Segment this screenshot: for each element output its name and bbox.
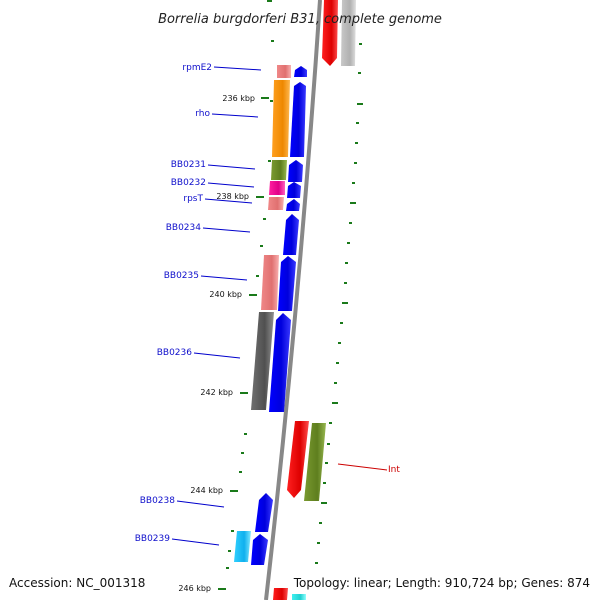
genome-summary-text: Topology: linear; Length: 910,724 bp; Ge… [293, 576, 590, 590]
cds-arrow-rho[interactable] [290, 82, 306, 157]
gene-label-BB0231[interactable]: BB0231 [171, 160, 206, 170]
gene-label-rpsT[interactable]: rpsT [183, 194, 203, 204]
feature-bar-Int[interactable] [304, 423, 326, 501]
feature-bars [234, 0, 356, 600]
feature-bar-rpsT[interactable] [268, 197, 284, 210]
accession-text: Accession: NC_001318 [9, 576, 145, 590]
cds-arrow-BB0232[interactable] [287, 182, 301, 198]
forward-strand-genes [251, 66, 307, 565]
scale-label-246kbp: 246 kbp [178, 584, 211, 593]
cds-arrow-BB0239[interactable] [251, 534, 268, 565]
gene-label-Int[interactable]: Int [388, 465, 400, 475]
gene-label-BB0235[interactable]: BB0235 [164, 271, 199, 281]
scale-label-240kbp: 240 kbp [209, 290, 242, 299]
genome-backbone [264, 0, 322, 600]
cds-arrow-BB0236[interactable] [269, 313, 291, 412]
feature-bar-BB0231[interactable] [271, 160, 287, 180]
feature-bar-rho[interactable] [272, 80, 290, 157]
scale-labels: 236 kbp 238 kbp 240 kbp 242 kbp 244 kbp … [178, 94, 255, 593]
feature-bar-BB0235[interactable] [261, 255, 279, 310]
gene-label-BB0236[interactable]: BB0236 [157, 348, 193, 358]
scale-ticks [218, 97, 269, 590]
feature-bar-BB0236[interactable] [251, 312, 274, 410]
cds-arrow-BB0238[interactable] [255, 493, 273, 532]
cds-arrow-BB0231[interactable] [288, 160, 303, 182]
feature-bar-BB0232[interactable] [269, 181, 285, 195]
gene-label-BB0238[interactable]: BB0238 [140, 496, 176, 506]
gene-label-BB0232[interactable]: BB0232 [171, 178, 206, 188]
gene-label-BB0234[interactable]: BB0234 [166, 223, 202, 233]
cds-arrow-BB0234[interactable] [283, 214, 299, 255]
cds-arrow-rpsT[interactable] [286, 199, 300, 211]
cds-arrow-bottom-red[interactable] [273, 588, 288, 600]
feature-bar-rpmE2[interactable] [277, 65, 291, 78]
cds-arrow-BB0235[interactable] [278, 256, 296, 311]
inner-tick-marks [226, 40, 274, 569]
feature-bar-bottom-cyan[interactable] [292, 594, 306, 600]
map-title: Borrelia burgdorferi B31, complete genom… [158, 12, 442, 27]
label-leader-lines [171, 66, 388, 546]
scale-label-244kbp: 244 kbp [190, 486, 223, 495]
gene-labels: rpmE2 rho BB0231 BB0232 rpsT BB0234 BB02… [135, 63, 401, 544]
scale-label-236kbp: 236 kbp [222, 94, 255, 103]
feature-bar-top-gray[interactable] [341, 0, 356, 66]
scale-label-242kbp: 242 kbp [200, 388, 233, 397]
scale-label-238kbp: 238 kbp [216, 192, 249, 201]
cds-arrow-Int[interactable] [287, 421, 309, 498]
gene-label-rpmE2[interactable]: rpmE2 [182, 63, 212, 73]
gene-label-BB0239[interactable]: BB0239 [135, 534, 171, 544]
gene-label-rho[interactable]: rho [195, 109, 210, 119]
feature-bar-BB0239[interactable] [234, 531, 251, 562]
reverse-strand-genes [273, 0, 338, 600]
cds-arrow-rpmE2[interactable] [294, 66, 307, 77]
cds-arrow-top-red[interactable] [322, 0, 338, 66]
outer-tick-marks [267, 0, 363, 564]
